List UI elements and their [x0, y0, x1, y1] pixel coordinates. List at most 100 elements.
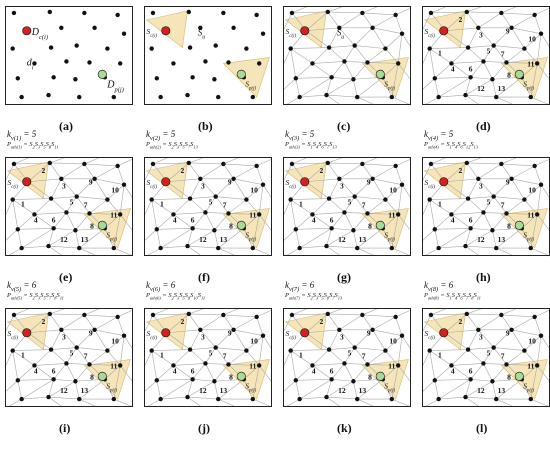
tessellation-edge	[189, 349, 206, 364]
tessellation-edge	[48, 228, 54, 247]
tessellation-edge	[391, 247, 412, 257]
node-dot	[158, 94, 163, 100]
tessellation-edge	[143, 163, 154, 182]
tessellation-edge	[326, 228, 332, 247]
tessellation-edge	[483, 45, 494, 62]
region-number: 6	[191, 215, 195, 224]
tessellation-edge	[13, 162, 50, 165]
tessellation-edge	[146, 398, 161, 408]
node-dot	[187, 347, 193, 352]
k-value-label: kv(4) = 5	[424, 129, 454, 142]
tessellation-edge	[243, 365, 260, 380]
node-dot	[150, 161, 156, 167]
tessellation-edge	[496, 228, 523, 249]
dest-node	[375, 69, 385, 79]
tessellation-edge	[89, 199, 108, 214]
region-number: 9	[89, 329, 93, 338]
tessellation-edge	[151, 199, 174, 215]
tessellation-edge	[34, 214, 54, 229]
tessellation-edge	[12, 349, 52, 351]
tessellation-edge	[521, 77, 532, 98]
tessellation-edge	[119, 184, 125, 215]
dest-node	[375, 220, 385, 230]
tessellation-edge	[200, 163, 224, 180]
tessellation-edge	[252, 398, 273, 408]
region-number: 2	[459, 166, 463, 175]
tessellation-edge	[339, 178, 355, 197]
node-dot	[396, 363, 401, 368]
node-dot	[538, 333, 544, 338]
tessellation-edge	[530, 365, 538, 400]
tessellation-edge	[34, 365, 54, 380]
tessellation-edge	[326, 77, 332, 96]
region-number: 4	[451, 215, 455, 224]
tessellation-edge	[501, 163, 535, 167]
tessellation-edge	[501, 307, 519, 316]
tessellation-edge	[353, 213, 368, 231]
tessellation-edge	[445, 329, 479, 334]
tessellation-edge	[496, 247, 515, 257]
tessellation-edge	[466, 11, 502, 14]
node-dot	[105, 348, 110, 353]
node-dot	[499, 161, 504, 167]
tessellation-edge	[66, 363, 76, 382]
tessellation-edge	[327, 11, 363, 14]
region-number: 4	[173, 215, 177, 224]
tessellation-edge	[200, 314, 224, 331]
tessellation-edge	[466, 313, 479, 330]
tessellation-edge	[113, 398, 134, 408]
panel-frame	[283, 308, 411, 407]
node-dot	[509, 25, 514, 30]
tessellation-edge	[397, 365, 412, 383]
tessellation-edge	[424, 96, 439, 106]
tessellation-edge	[326, 245, 358, 249]
tessellation-edge	[94, 178, 108, 200]
tessellation-edge	[467, 27, 479, 48]
node-dot	[82, 161, 87, 167]
region-number: 5	[487, 47, 491, 56]
region-number: 4	[451, 64, 455, 73]
node-dot	[337, 176, 342, 181]
tessellation-edge	[218, 247, 237, 257]
tessellation-edge	[12, 350, 19, 381]
tessellation-edge	[246, 350, 260, 366]
node-dot	[149, 46, 154, 51]
node-dot	[427, 197, 432, 202]
node-dot	[231, 176, 236, 181]
tessellation-edge	[421, 199, 430, 217]
region-number: 8	[90, 221, 94, 230]
node-dot	[351, 228, 356, 233]
region-number: 4	[312, 366, 316, 375]
dest-label: Sp(j)	[106, 381, 117, 393]
node-dot	[203, 59, 208, 64]
tessellation-edge	[534, 14, 542, 34]
node-dot	[476, 25, 481, 30]
tessellation-edge	[173, 363, 206, 366]
node-dot	[463, 92, 468, 98]
node-dot	[360, 161, 365, 167]
tessellation-edge	[156, 378, 193, 381]
node-dot	[257, 212, 262, 217]
region-number: 13	[220, 235, 228, 244]
dest-label: Dp(j)	[106, 79, 124, 93]
tessellation-edge	[362, 12, 373, 28]
node-dot	[535, 61, 540, 66]
tessellation-edge	[152, 162, 189, 165]
tessellation-edge	[354, 329, 373, 348]
path-label: Path(1) = S2S3S5S8S11	[7, 141, 59, 150]
tessellation-edge	[501, 314, 512, 330]
node-dot	[491, 43, 496, 48]
node-dot	[329, 226, 334, 231]
panel-c: Sc(i) Sp(j) Su	[282, 5, 412, 106]
tessellation-edge	[89, 213, 121, 215]
tessellation-edge	[511, 165, 535, 180]
region-number: 12	[199, 386, 207, 395]
tessellation-edge	[282, 12, 293, 31]
tessellation-edge	[187, 230, 215, 247]
tessellation-edge	[429, 199, 452, 215]
tessellation-edge	[295, 365, 313, 381]
tessellation-edge	[465, 396, 480, 408]
node-dot	[216, 396, 221, 402]
tessellation-edge	[94, 165, 118, 180]
region-number: 10	[528, 337, 536, 346]
